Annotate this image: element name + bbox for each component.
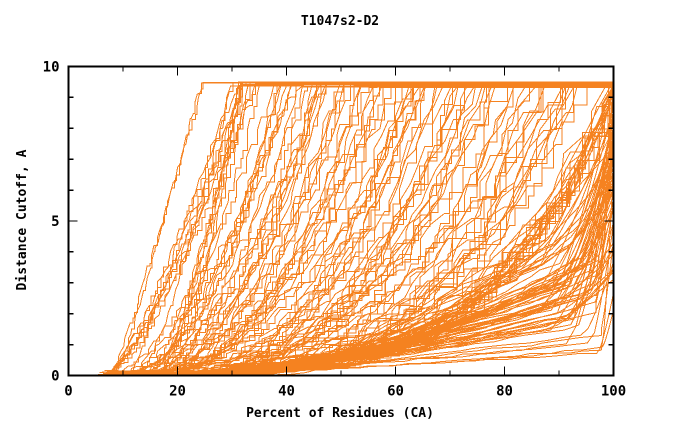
series-curve bbox=[144, 81, 614, 375]
x-tick-label: 40 bbox=[278, 384, 295, 400]
x-tick-label: 20 bbox=[169, 384, 186, 400]
series-curve bbox=[99, 81, 614, 375]
page-title: T1047s2-D2 bbox=[300, 14, 380, 29]
axis-tick-labels: 0 20 40 60 80 100 0 5 10 bbox=[43, 60, 627, 400]
series-curve bbox=[225, 162, 614, 376]
y-tick-label: 5 bbox=[51, 214, 59, 230]
series-curve bbox=[206, 166, 614, 376]
series-curve bbox=[132, 83, 614, 375]
series-curve bbox=[111, 81, 614, 374]
series-curve bbox=[146, 81, 614, 375]
series-curve bbox=[117, 81, 614, 375]
series-curve bbox=[106, 81, 614, 375]
series-curve bbox=[106, 81, 614, 375]
x-tick-label: 60 bbox=[387, 384, 404, 400]
x-tick-label: 100 bbox=[601, 384, 626, 400]
series-curve bbox=[130, 82, 614, 375]
series-curve bbox=[277, 120, 614, 376]
series-curve bbox=[221, 139, 614, 376]
series-curve bbox=[259, 145, 614, 376]
series-curve bbox=[104, 81, 614, 375]
axis-ticks bbox=[67, 65, 615, 377]
y-axis-title: Distance Cutoff, A bbox=[15, 149, 30, 290]
series-curve bbox=[105, 81, 614, 374]
series-curve bbox=[236, 146, 614, 376]
series-curve bbox=[166, 81, 614, 375]
x-axis-title: Percent of Residues (CA) bbox=[246, 406, 434, 421]
series-curve bbox=[255, 105, 614, 376]
x-tick-label: 80 bbox=[496, 384, 513, 400]
y-tick-label: 0 bbox=[51, 369, 59, 385]
x-tick-label: 0 bbox=[64, 384, 72, 400]
y-tick-label: 10 bbox=[43, 60, 60, 76]
series-curve bbox=[157, 81, 614, 375]
series-curve bbox=[101, 81, 614, 375]
data-series-layer bbox=[97, 81, 614, 376]
series-curve bbox=[114, 81, 614, 375]
series-curve bbox=[260, 97, 614, 376]
series-curve bbox=[257, 143, 614, 376]
series-curve bbox=[102, 81, 614, 375]
series-curve bbox=[111, 81, 614, 375]
